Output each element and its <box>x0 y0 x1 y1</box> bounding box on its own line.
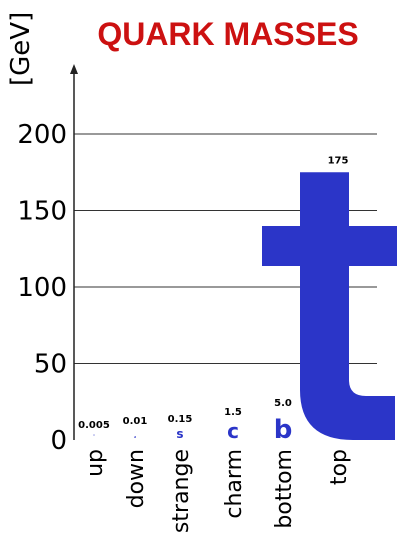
quark-mark-up <box>93 434 95 436</box>
data-label-strange: 0.15 <box>168 414 193 425</box>
quark-mark-strange: s <box>176 427 183 441</box>
y-tick-label: 150 <box>17 197 67 227</box>
x-category-label-down: down <box>124 449 149 508</box>
y-tick-label: 200 <box>17 120 67 150</box>
x-category-label-charm: charm <box>222 449 247 519</box>
y-axis-label: [GeV] <box>6 12 36 86</box>
x-axis-categories: up down strange charm bottom top <box>83 449 352 533</box>
chart-title: QUARK MASSES <box>97 16 358 52</box>
t-crossbar <box>262 226 397 266</box>
quark-mark-charm: c <box>227 419 239 443</box>
data-label-bottom: 5.0 <box>274 398 292 409</box>
y-tick-label: 100 <box>17 273 67 303</box>
quark-mark-top <box>262 172 397 440</box>
t-stem <box>300 172 395 440</box>
y-axis-arrow <box>70 64 78 74</box>
y-tick-label: 0 <box>50 426 67 456</box>
x-category-label-up: up <box>83 449 108 477</box>
x-category-label-bottom: bottom <box>272 449 297 529</box>
y-tick-label: 50 <box>34 350 67 380</box>
quark-mark-down: d <box>134 435 136 439</box>
data-label-down: 0.01 <box>123 416 148 427</box>
data-label-up: 0.005 <box>78 420 110 431</box>
x-category-label-strange: strange <box>169 449 194 533</box>
data-label-top: 175 <box>328 155 349 166</box>
data-label-charm: 1.5 <box>224 407 242 418</box>
data-labels: 0.005 0.01 0.15 1.5 5.0 175 <box>78 155 348 431</box>
x-category-label-top: top <box>327 449 352 485</box>
y-axis-ticks: 0 50 100 150 200 <box>17 120 67 456</box>
quark-mark-bottom: b <box>274 415 293 445</box>
